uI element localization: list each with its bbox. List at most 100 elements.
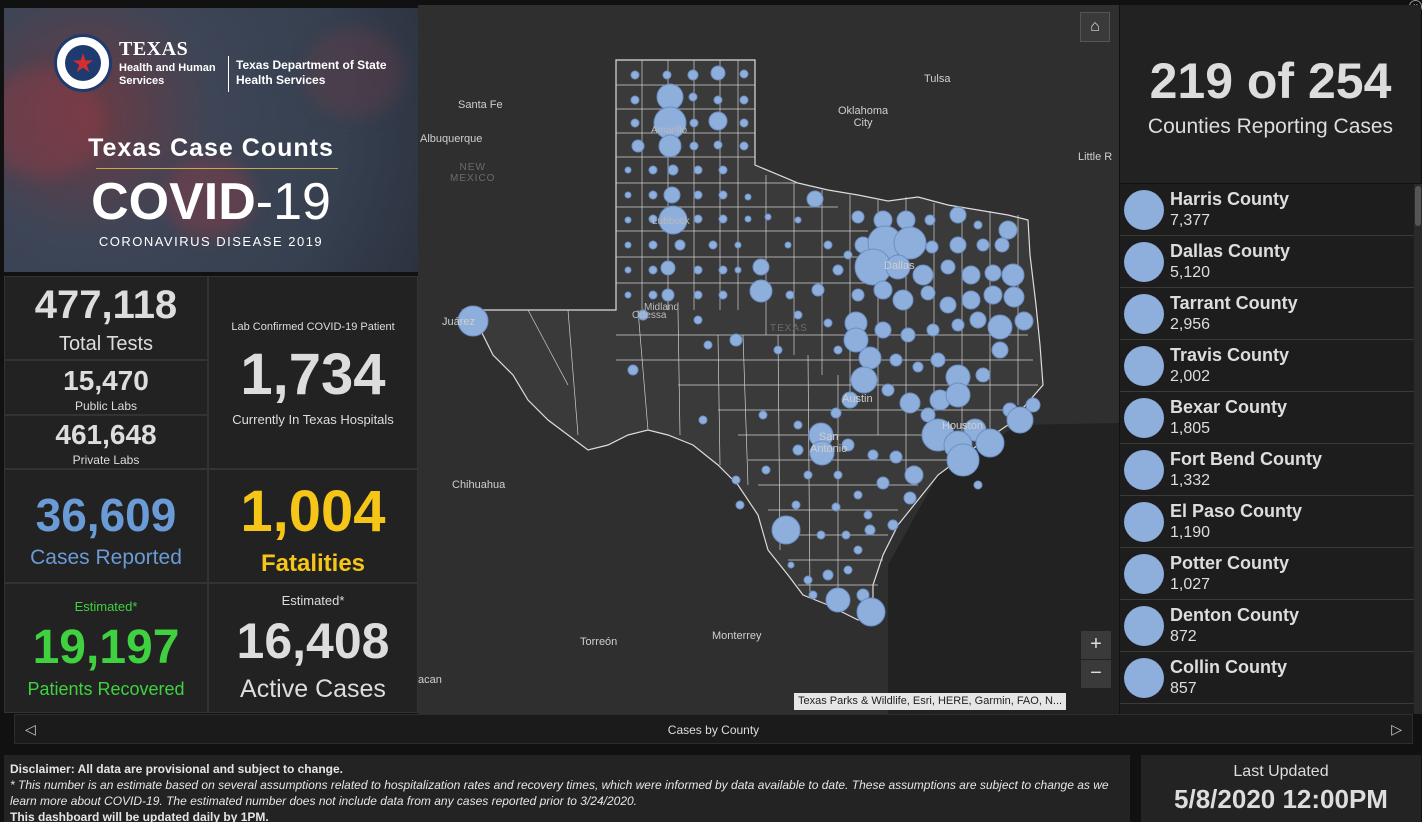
case-bubble[interactable] xyxy=(693,190,703,200)
case-bubble[interactable] xyxy=(648,265,658,275)
case-bubble[interactable] xyxy=(1025,397,1041,413)
case-bubble[interactable] xyxy=(831,502,841,512)
case-bubble[interactable] xyxy=(785,290,795,300)
case-bubble[interactable] xyxy=(648,165,658,175)
case-bubble[interactable] xyxy=(624,216,632,224)
case-bubble[interactable] xyxy=(853,490,863,500)
case-bubble[interactable] xyxy=(752,258,770,276)
case-bubble[interactable] xyxy=(648,214,658,224)
case-bubble[interactable] xyxy=(833,470,843,480)
case-bubble[interactable] xyxy=(892,289,914,311)
zoom-out-button[interactable]: − xyxy=(1081,660,1111,688)
case-bubble[interactable] xyxy=(843,327,869,353)
case-bubble[interactable] xyxy=(823,318,833,328)
case-bubble[interactable] xyxy=(794,216,802,224)
case-bubble[interactable] xyxy=(926,323,940,337)
case-bubble[interactable] xyxy=(924,214,936,226)
case-bubble[interactable] xyxy=(744,193,752,201)
case-bubble[interactable] xyxy=(661,288,675,302)
case-bubble[interactable] xyxy=(850,366,878,394)
case-bubble[interactable] xyxy=(693,290,703,300)
case-bubble[interactable] xyxy=(945,382,971,408)
case-bubble[interactable] xyxy=(718,214,728,224)
case-bubble[interactable] xyxy=(912,361,924,373)
case-bubble[interactable] xyxy=(830,407,842,419)
case-bubble[interactable] xyxy=(874,321,892,339)
case-bubble[interactable] xyxy=(975,428,1005,458)
case-bubble[interactable] xyxy=(803,470,813,480)
case-bubble[interactable] xyxy=(708,111,728,131)
case-bubble[interactable] xyxy=(983,285,1003,305)
case-bubble[interactable] xyxy=(662,70,672,80)
map-attribution[interactable]: Texas Parks & Wildlife, Esri, HERE, Garm… xyxy=(794,693,1067,710)
case-bubble[interactable] xyxy=(1003,286,1025,308)
case-bubble[interactable] xyxy=(761,465,771,475)
case-bubble[interactable] xyxy=(718,190,728,200)
case-bubble[interactable] xyxy=(851,210,865,224)
case-bubble[interactable] xyxy=(841,391,859,409)
case-bubble[interactable] xyxy=(987,314,1013,340)
case-bubble[interactable] xyxy=(658,205,688,235)
county-list-item[interactable]: Harris County 7,377 xyxy=(1120,184,1414,236)
county-list-item[interactable]: Potter County 1,027 xyxy=(1120,548,1414,600)
case-bubble[interactable] xyxy=(739,69,749,79)
county-list-item[interactable]: Collin County 857 xyxy=(1120,652,1414,704)
case-bubble[interactable] xyxy=(630,95,640,105)
case-bubble[interactable] xyxy=(976,238,990,252)
county-list-scrollbar[interactable] xyxy=(1414,184,1422,714)
case-bubble[interactable] xyxy=(648,190,658,200)
case-bubble[interactable] xyxy=(764,213,772,221)
case-bubble[interactable] xyxy=(667,164,679,176)
county-list[interactable]: Harris County 7,377 Dallas County 5,120 Tarr… xyxy=(1120,184,1414,714)
case-bubble[interactable] xyxy=(693,165,703,175)
case-bubble[interactable] xyxy=(693,315,703,325)
case-bubble[interactable] xyxy=(729,333,743,347)
case-bubble[interactable] xyxy=(663,186,681,204)
county-list-item[interactable]: Bexar County 1,805 xyxy=(1120,392,1414,444)
case-bubble[interactable] xyxy=(689,141,699,151)
case-bubble[interactable] xyxy=(920,285,936,301)
case-bubble[interactable] xyxy=(660,260,676,276)
case-bubble[interactable] xyxy=(939,296,957,314)
case-bubble[interactable] xyxy=(900,327,916,343)
case-bubble[interactable] xyxy=(771,515,801,545)
case-bubble[interactable] xyxy=(998,220,1018,240)
case-bubble[interactable] xyxy=(735,500,745,510)
case-bubble[interactable] xyxy=(889,450,903,464)
case-bubble[interactable] xyxy=(816,530,826,540)
case-bubble[interactable] xyxy=(889,353,903,367)
case-bubble[interactable] xyxy=(718,265,728,275)
case-bubble[interactable] xyxy=(793,310,803,320)
case-bubble[interactable] xyxy=(825,587,851,613)
case-bubble[interactable] xyxy=(1001,263,1025,287)
case-bubble[interactable] xyxy=(851,288,865,302)
case-bubble[interactable] xyxy=(940,259,956,275)
case-bubble[interactable] xyxy=(876,476,890,490)
texas-county-map[interactable]: Santa Fe Albuquerque NEW MEXICO Tulsa Ok… xyxy=(418,5,1119,715)
case-bubble[interactable] xyxy=(858,346,882,370)
case-bubble[interactable] xyxy=(912,264,934,286)
chevron-right-icon[interactable]: ▷ xyxy=(1391,721,1402,737)
case-bubble[interactable] xyxy=(703,340,713,350)
case-bubble[interactable] xyxy=(949,206,967,224)
case-bubble[interactable] xyxy=(791,500,801,510)
case-bubble[interactable] xyxy=(739,141,749,151)
case-bubble[interactable] xyxy=(881,383,895,397)
case-bubble[interactable] xyxy=(856,597,886,627)
case-bubble[interactable] xyxy=(758,410,768,420)
case-bubble[interactable] xyxy=(787,561,795,569)
case-bubble[interactable] xyxy=(773,345,783,355)
case-bubble[interactable] xyxy=(792,444,804,456)
case-bubble[interactable] xyxy=(674,239,686,251)
case-bubble[interactable] xyxy=(867,449,879,461)
case-bubble[interactable] xyxy=(718,165,728,175)
case-bubble[interactable] xyxy=(784,241,792,249)
case-bubble[interactable] xyxy=(896,210,916,230)
case-bubble[interactable] xyxy=(734,241,742,249)
case-bubble[interactable] xyxy=(973,220,983,230)
case-bubble[interactable] xyxy=(832,264,844,276)
case-bubble[interactable] xyxy=(624,266,632,274)
case-bubble[interactable] xyxy=(991,341,1009,359)
case-bubble[interactable] xyxy=(833,345,843,355)
case-bubble[interactable] xyxy=(969,311,987,329)
